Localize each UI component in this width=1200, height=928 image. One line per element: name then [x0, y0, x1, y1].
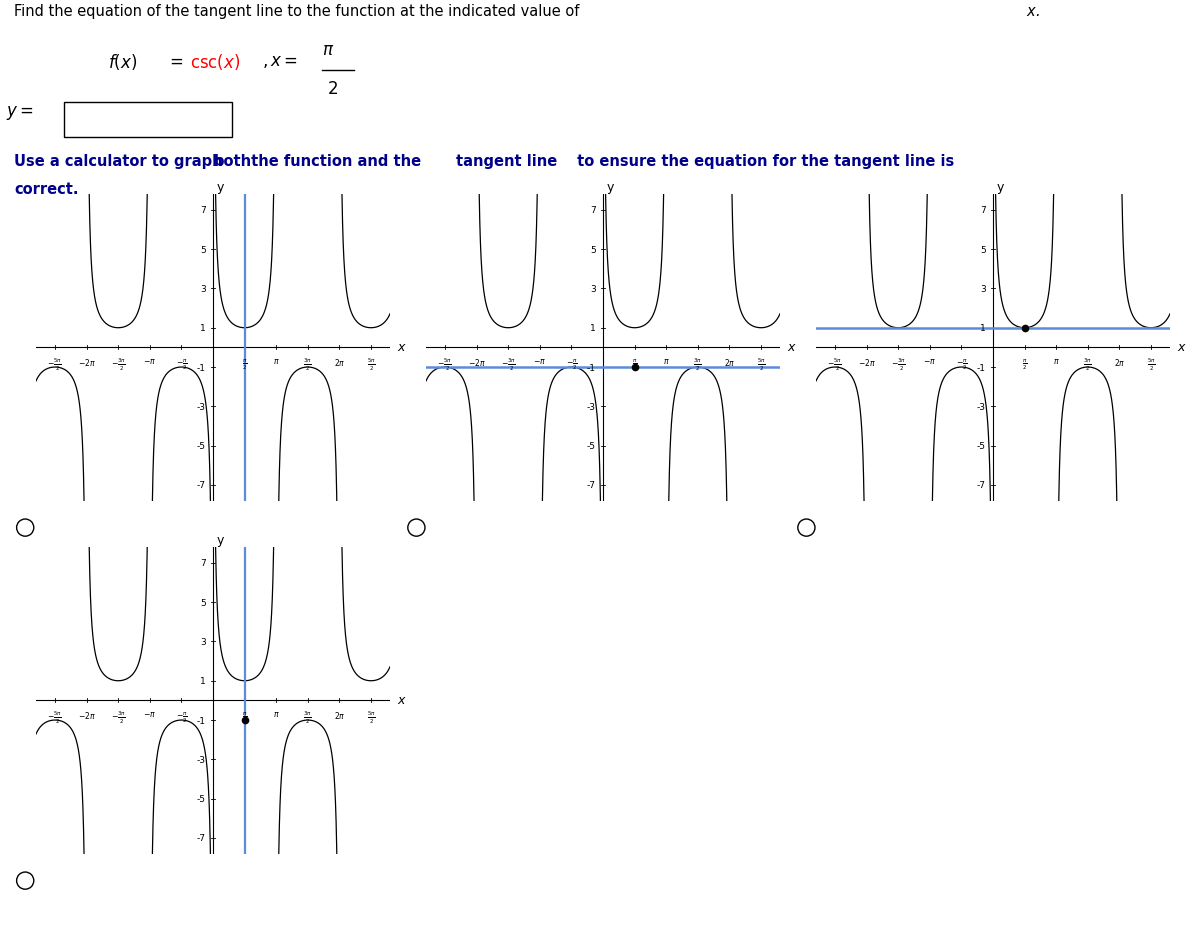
Text: 3: 3 [200, 638, 206, 646]
Text: $-\frac{\pi}{2}$: $-\frac{\pi}{2}$ [175, 357, 187, 371]
Text: 7: 7 [200, 559, 206, 568]
Text: the function and the: the function and the [246, 154, 426, 169]
Text: $-2\pi$: $-2\pi$ [78, 357, 96, 367]
Text: 3: 3 [980, 285, 986, 293]
Text: -1: -1 [197, 715, 206, 725]
Text: $-2\pi$: $-2\pi$ [78, 710, 96, 720]
Text: $\pi$: $\pi$ [662, 357, 670, 366]
Text: correct.: correct. [14, 182, 79, 197]
Text: $-\frac{3\pi}{2}$: $-\frac{3\pi}{2}$ [110, 710, 126, 726]
Text: to ensure the equation for the tangent line is: to ensure the equation for the tangent l… [572, 154, 960, 169]
Text: -1: -1 [197, 363, 206, 372]
Text: $, x =$: $, x =$ [262, 52, 298, 70]
Text: -3: -3 [587, 403, 596, 411]
Text: x: x [397, 341, 404, 354]
Text: x: x [787, 341, 794, 354]
Text: 7: 7 [590, 206, 596, 215]
Text: y: y [997, 181, 1004, 194]
Text: $\frac{\pi}{2}$: $\frac{\pi}{2}$ [1022, 357, 1027, 371]
Text: -3: -3 [977, 403, 986, 411]
Text: $\pi$: $\pi$ [322, 41, 334, 58]
Text: $-\frac{3\pi}{2}$: $-\frac{3\pi}{2}$ [500, 357, 516, 373]
Text: $-\frac{3\pi}{2}$: $-\frac{3\pi}{2}$ [890, 357, 906, 373]
Text: Use a calculator to graph: Use a calculator to graph [14, 154, 228, 169]
Text: $-\pi$: $-\pi$ [143, 710, 156, 718]
Text: $\frac{3\pi}{2}$: $\frac{3\pi}{2}$ [694, 357, 702, 373]
Text: 2: 2 [328, 80, 338, 97]
Text: 5: 5 [200, 245, 206, 254]
Text: 1: 1 [590, 324, 596, 333]
Text: $f(x)$: $f(x)$ [108, 52, 137, 72]
Text: $\frac{5\pi}{2}$: $\frac{5\pi}{2}$ [1147, 357, 1156, 373]
Text: $2\pi$: $2\pi$ [724, 357, 736, 367]
Text: $\frac{\pi}{2}$: $\frac{\pi}{2}$ [242, 710, 247, 724]
Text: y: y [607, 181, 614, 194]
Text: x: x [1177, 341, 1184, 354]
Text: -5: -5 [197, 442, 206, 451]
Text: 1: 1 [200, 677, 206, 686]
Text: both: both [214, 154, 252, 169]
Text: $\frac{3\pi}{2}$: $\frac{3\pi}{2}$ [304, 710, 312, 726]
Text: $\mathrm{csc}(x)$: $\mathrm{csc}(x)$ [190, 52, 240, 72]
Text: $-2\pi$: $-2\pi$ [858, 357, 876, 367]
Text: 3: 3 [200, 285, 206, 293]
Text: 5: 5 [590, 245, 596, 254]
Text: 7: 7 [980, 206, 986, 215]
Text: y: y [217, 181, 224, 194]
Text: $-\frac{\pi}{2}$: $-\frac{\pi}{2}$ [175, 710, 187, 724]
Text: 7: 7 [200, 206, 206, 215]
Text: -5: -5 [587, 442, 596, 451]
Text: $\frac{3\pi}{2}$: $\frac{3\pi}{2}$ [304, 357, 312, 373]
Text: $-\frac{\pi}{2}$: $-\frac{\pi}{2}$ [955, 357, 967, 371]
Text: -7: -7 [587, 481, 596, 490]
Text: 5: 5 [980, 245, 986, 254]
Text: $\frac{\pi}{2}$: $\frac{\pi}{2}$ [632, 357, 637, 371]
Text: -3: -3 [197, 403, 206, 411]
Text: $-\frac{3\pi}{2}$: $-\frac{3\pi}{2}$ [110, 357, 126, 373]
Text: $\frac{3\pi}{2}$: $\frac{3\pi}{2}$ [1084, 357, 1092, 373]
Text: x: x [397, 693, 404, 706]
Text: $-\frac{5\pi}{2}$: $-\frac{5\pi}{2}$ [828, 357, 842, 373]
Text: $-\frac{\pi}{2}$: $-\frac{\pi}{2}$ [565, 357, 577, 371]
Text: -3: -3 [197, 755, 206, 764]
Text: 1: 1 [980, 324, 986, 333]
Text: $-\pi$: $-\pi$ [533, 357, 546, 366]
Text: $\frac{\pi}{2}$: $\frac{\pi}{2}$ [242, 357, 247, 371]
Text: $2\pi$: $2\pi$ [334, 357, 346, 367]
Text: 1: 1 [200, 324, 206, 333]
Text: $-\frac{5\pi}{2}$: $-\frac{5\pi}{2}$ [48, 357, 62, 373]
Text: 3: 3 [590, 285, 596, 293]
Text: $=$: $=$ [166, 52, 182, 70]
FancyBboxPatch shape [64, 103, 232, 138]
Text: $-\pi$: $-\pi$ [143, 357, 156, 366]
Text: Find the equation of the tangent line to the function at the indicated value of: Find the equation of the tangent line to… [14, 4, 584, 19]
Text: -5: -5 [197, 794, 206, 804]
Text: $x$.: $x$. [1026, 4, 1039, 19]
Text: $\pi$: $\pi$ [272, 710, 280, 718]
Text: $\frac{5\pi}{2}$: $\frac{5\pi}{2}$ [367, 357, 376, 373]
Text: $2\pi$: $2\pi$ [334, 710, 346, 720]
Text: -7: -7 [977, 481, 986, 490]
Text: -1: -1 [977, 363, 986, 372]
Text: $\pi$: $\pi$ [272, 357, 280, 366]
Text: $\pi$: $\pi$ [1052, 357, 1060, 366]
Text: $\frac{5\pi}{2}$: $\frac{5\pi}{2}$ [757, 357, 766, 373]
Text: tangent line: tangent line [456, 154, 557, 169]
Text: 5: 5 [200, 598, 206, 607]
Text: $y =$: $y =$ [6, 104, 34, 122]
Text: $\frac{5\pi}{2}$: $\frac{5\pi}{2}$ [367, 710, 376, 726]
Text: $-\pi$: $-\pi$ [923, 357, 936, 366]
Text: $-2\pi$: $-2\pi$ [468, 357, 486, 367]
Text: -7: -7 [197, 833, 206, 843]
Text: -1: -1 [587, 363, 596, 372]
Text: -7: -7 [197, 481, 206, 490]
Text: y: y [217, 534, 224, 547]
Text: $-\frac{5\pi}{2}$: $-\frac{5\pi}{2}$ [48, 710, 62, 726]
Text: -5: -5 [977, 442, 986, 451]
Text: $-\frac{5\pi}{2}$: $-\frac{5\pi}{2}$ [438, 357, 452, 373]
Text: $2\pi$: $2\pi$ [1114, 357, 1126, 367]
